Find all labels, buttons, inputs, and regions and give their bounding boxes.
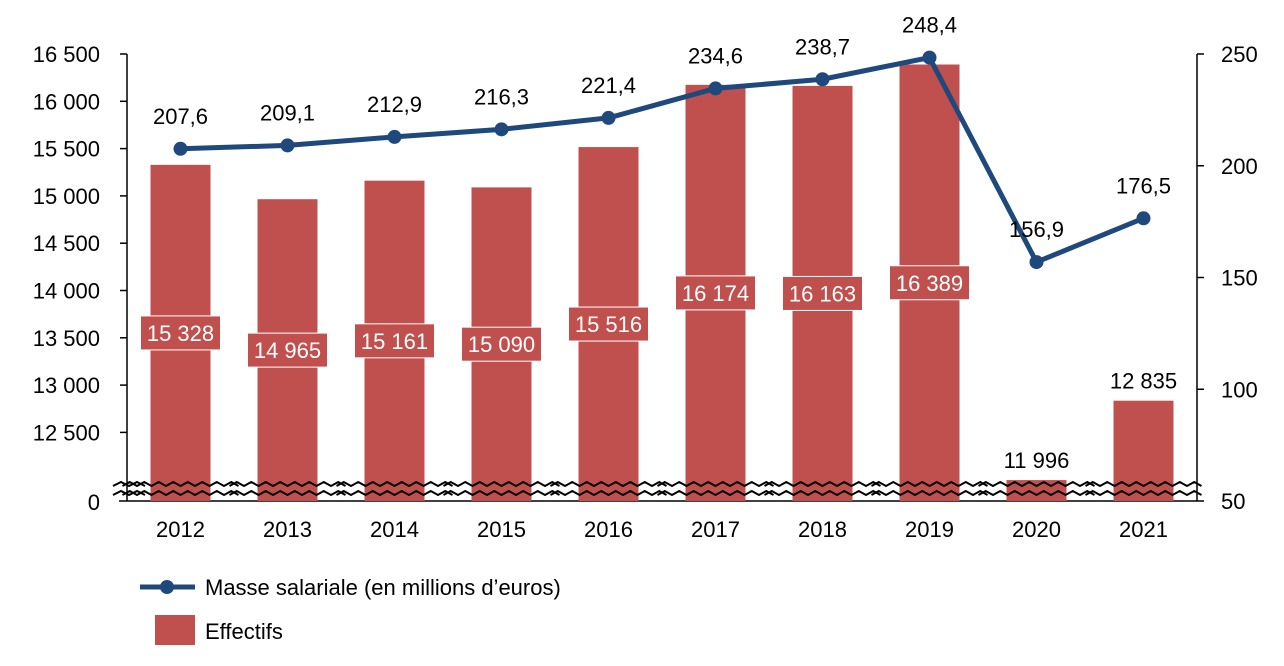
bar-data-label-box: [247, 332, 328, 368]
bar-data-label-box: [675, 275, 756, 311]
x-tick-label: 2015: [477, 517, 526, 542]
bar-data-label: 15 090: [468, 332, 535, 357]
legend-label-effectifs: Effectifs: [205, 619, 283, 644]
axis-break-mark: [112, 489, 146, 497]
left-tick-label: 15 500: [33, 137, 100, 162]
line-point-2017: [708, 81, 723, 96]
x-tick-label: 2016: [584, 517, 633, 542]
line-point-2020: [1029, 255, 1044, 270]
bar-data-label: 12 835: [1110, 369, 1177, 394]
axis-break-mark: [1085, 480, 1202, 488]
line-data-label: 207,6: [153, 104, 208, 129]
bar-data-label: 16 389: [896, 271, 963, 296]
left-tick-label: 15 000: [33, 184, 100, 209]
axis-break-mark: [657, 489, 774, 497]
bar-data-label: 14 965: [254, 338, 321, 363]
bar-data-label: 16 174: [682, 281, 749, 306]
axis-break-mark: [550, 480, 667, 488]
left-tick-label: 14 000: [33, 279, 100, 304]
axis-break-mark: [550, 489, 667, 497]
right-tick-label: 100: [1221, 377, 1258, 402]
line-data-label: 176,5: [1116, 173, 1171, 198]
right-tick-label: 50: [1221, 489, 1245, 514]
legend-line-marker: [160, 580, 174, 594]
line-data-label: 248,4: [902, 13, 957, 38]
axis-break-mark: [871, 480, 988, 488]
x-tick-label: 2014: [370, 517, 419, 542]
bar-data-label-box: [354, 323, 435, 359]
legend-label-masse-salariale: Masse salariale (en millions d’euros): [205, 575, 561, 600]
line-point-2018: [815, 72, 830, 87]
line-point-2013: [280, 138, 295, 153]
bar-data-label: 15 161: [361, 329, 428, 354]
x-tick-label: 2013: [263, 517, 312, 542]
line-data-label: 209,1: [260, 100, 315, 125]
left-tick-label: 13 000: [33, 373, 100, 398]
line-data-label: 238,7: [795, 34, 850, 59]
axis-break-mark: [336, 480, 453, 488]
line-data-label: 212,9: [367, 92, 422, 117]
line-masse-salariale: [180, 55, 1145, 265]
axis-break-mark: [764, 480, 881, 488]
axis-break-mark: [229, 489, 346, 497]
bar-data-label-box: [568, 306, 649, 342]
right-tick-label: 250: [1221, 42, 1258, 67]
bar-data-label-box: [889, 265, 970, 301]
right-tick-label: 150: [1221, 266, 1258, 291]
line-point-2021: [1136, 211, 1151, 226]
line-data-label: 234,6: [688, 43, 743, 68]
axis-break-mark: [336, 489, 453, 497]
line-data-label: 156,9: [1009, 217, 1064, 242]
bar-data-label: 15 516: [575, 312, 642, 337]
axis-break-mark: [1085, 489, 1202, 497]
axis-break-mark: [764, 489, 881, 497]
axis-break-mark: [443, 489, 560, 497]
axis-break-mark: [112, 480, 146, 488]
x-tick-label: 2017: [691, 517, 740, 542]
legend-bar-swatch: [155, 615, 195, 645]
x-tick-label: 2021: [1119, 517, 1168, 542]
x-tick-label: 2018: [798, 517, 847, 542]
bar-data-label-box: [782, 275, 863, 311]
line-point-2015: [494, 122, 509, 137]
line-point-2016: [601, 110, 616, 125]
bar-data-label-box: [461, 326, 542, 362]
left-tick-label: 0: [88, 490, 100, 515]
axis-break-mark: [229, 480, 346, 488]
axis-break-mark: [871, 489, 988, 497]
left-tick-label: 13 500: [33, 326, 100, 351]
bar-data-label: 16 163: [789, 281, 856, 306]
bar-data-label: 11 996: [1004, 448, 1070, 473]
right-tick-label: 200: [1221, 154, 1258, 179]
line-point-2012: [173, 141, 188, 156]
line-point-2014: [387, 129, 402, 144]
bar-2021: [1113, 400, 1174, 501]
x-tick-label: 2019: [905, 517, 954, 542]
left-tick-label: 16 000: [33, 89, 100, 114]
left-tick-label: 16 500: [33, 42, 100, 67]
line-data-label: 221,4: [581, 73, 636, 98]
axis-break-mark: [978, 489, 1095, 497]
bar-data-label-box: [140, 315, 221, 351]
axis-break-mark: [657, 480, 774, 488]
line-point-2019: [922, 50, 937, 65]
bar-data-label: 15 328: [147, 321, 214, 346]
x-tick-label: 2012: [156, 517, 205, 542]
line-data-label: 216,3: [474, 84, 529, 109]
left-tick-label: 12 500: [33, 420, 100, 445]
axis-break-mark: [978, 480, 1095, 488]
x-tick-label: 2020: [1012, 517, 1061, 542]
left-tick-label: 14 500: [33, 231, 100, 256]
axis-break-mark: [443, 480, 560, 488]
